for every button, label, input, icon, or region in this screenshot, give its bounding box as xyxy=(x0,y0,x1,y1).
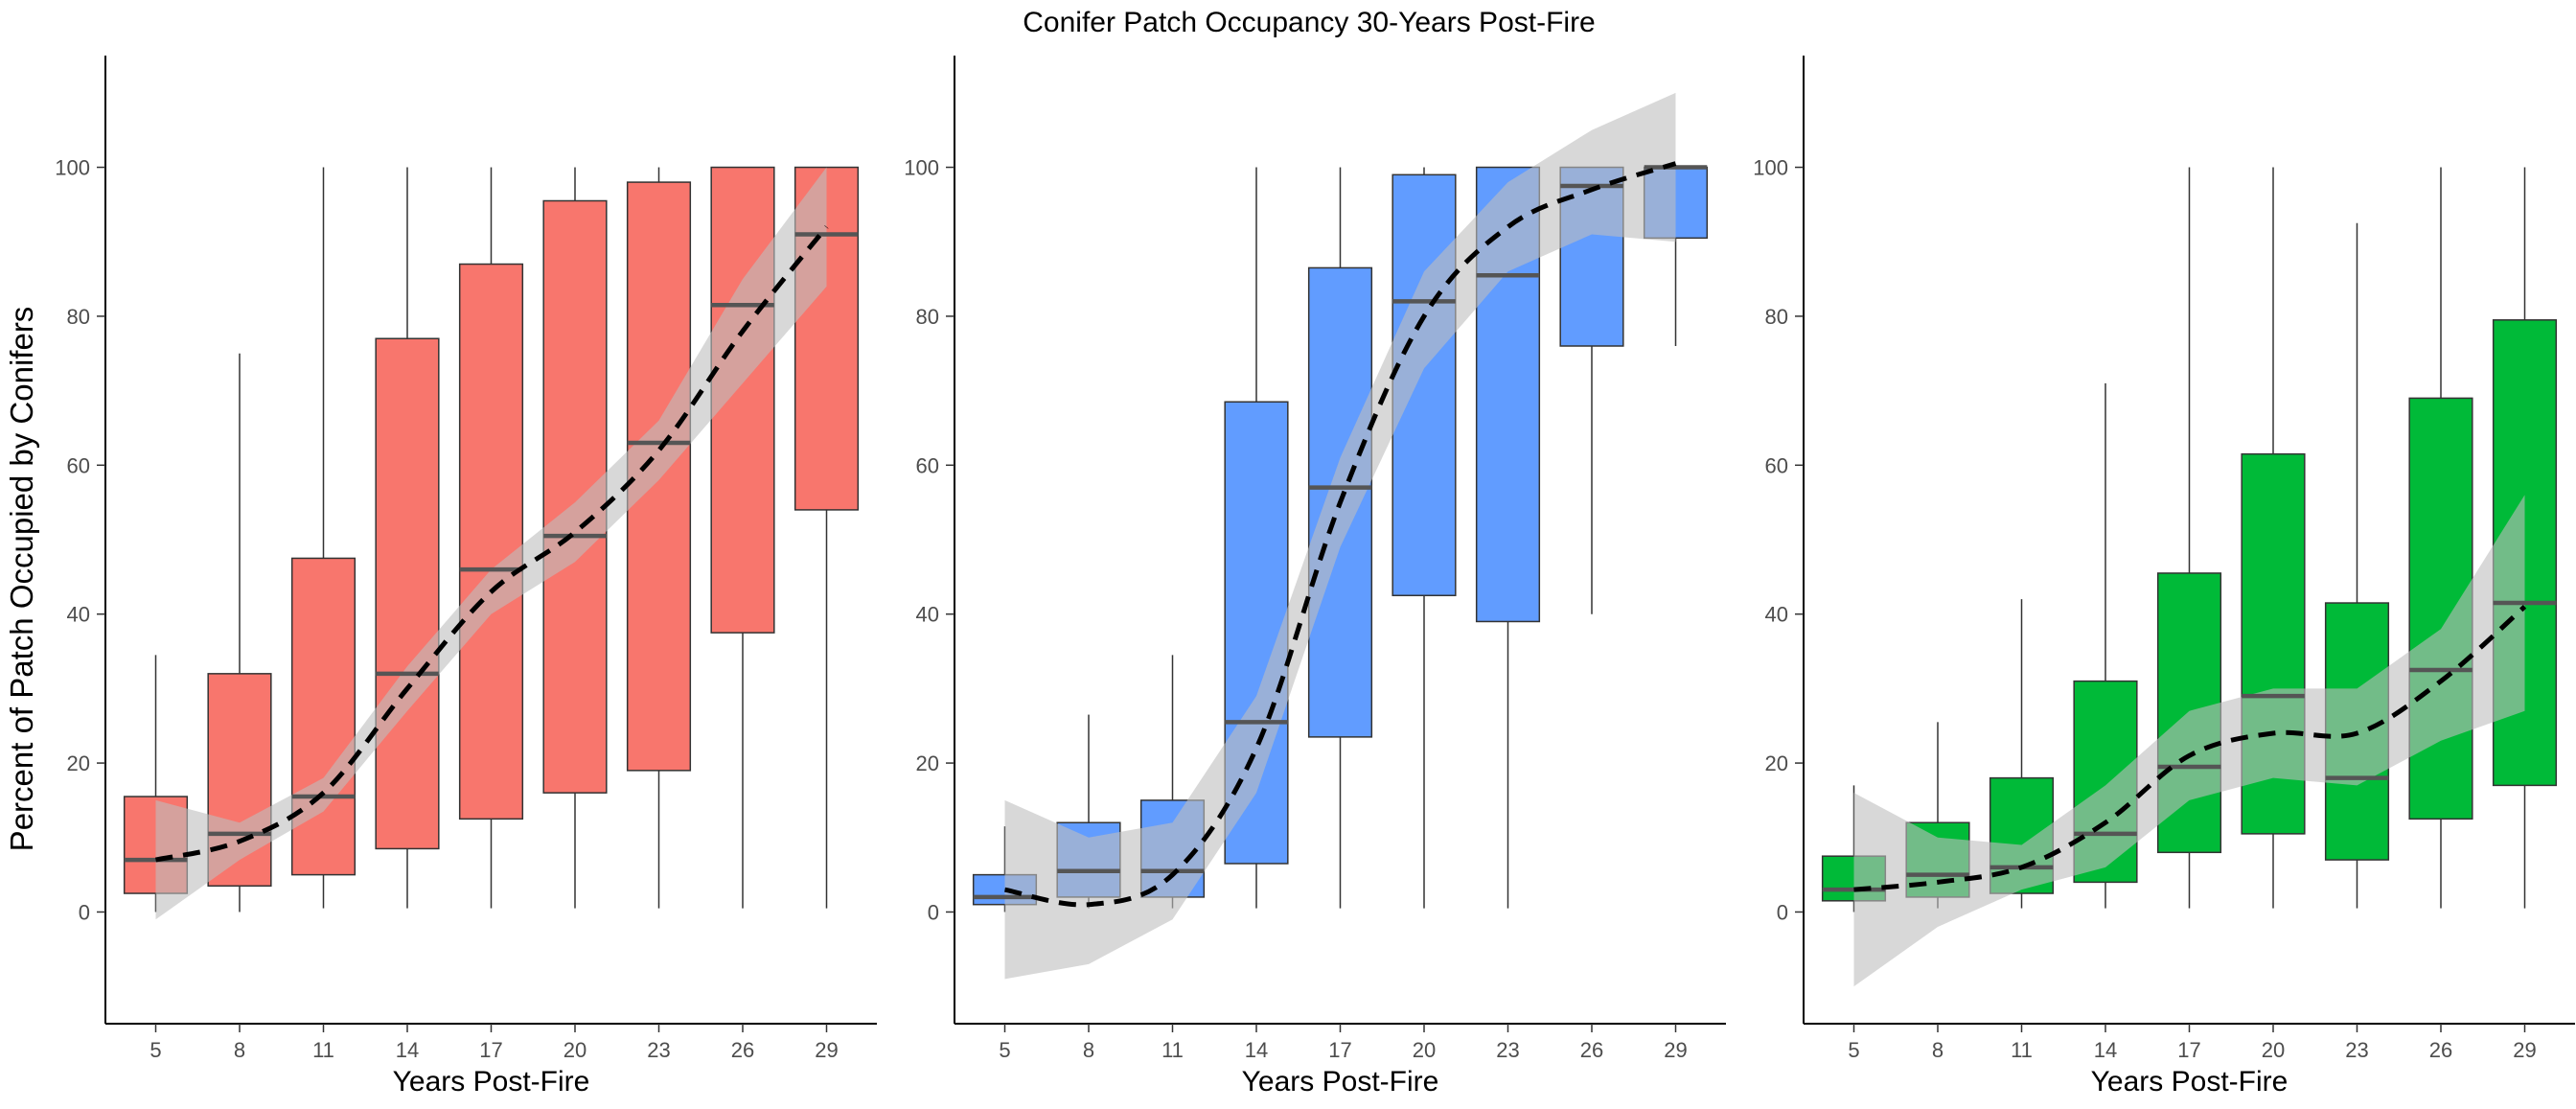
x-tick-label: 11 xyxy=(2011,1038,2033,1062)
x-tick-label: 26 xyxy=(2429,1038,2452,1062)
y-tick-label: 80 xyxy=(1765,305,1788,329)
y-tick-label: 0 xyxy=(79,900,90,924)
x-tick-label: 14 xyxy=(2094,1038,2117,1062)
x-tick-label: 23 xyxy=(1496,1038,1519,1062)
trend-line xyxy=(1004,161,1677,908)
y-tick-label: 60 xyxy=(67,453,90,477)
x-tick-label: 5 xyxy=(150,1038,161,1062)
x-tick-label: 20 xyxy=(564,1038,586,1062)
x-tick-label: 29 xyxy=(2513,1038,2536,1062)
y-tick-label: 100 xyxy=(904,156,939,180)
confidence-band xyxy=(155,167,827,920)
panel-3: 0 20 40 60 80 100 5 8 11 14 17 20 23 26 29 Years Post-F… xyxy=(1753,56,2575,1097)
chart-title: Conifer Patch Occupancy 30-Years Post-Fi… xyxy=(1023,7,1596,38)
x-tick-label: 20 xyxy=(1413,1038,1436,1062)
x-tick-label: 20 xyxy=(2262,1038,2285,1062)
trend-line xyxy=(154,225,829,863)
panel-1: 0 20 40 60 80 100 5 8 11 14 17 20 23 26 29 Years Post-F… xyxy=(55,56,877,1097)
y-tick-label: 60 xyxy=(1765,453,1788,477)
x-axis-label: Years Post-Fire xyxy=(2091,1066,2288,1097)
y-tick-label: 40 xyxy=(916,603,939,627)
x-tick-label: 23 xyxy=(2345,1038,2368,1062)
y-tick-label: 60 xyxy=(916,453,939,477)
y-tick-label: 40 xyxy=(67,603,90,627)
x-tick-label: 23 xyxy=(647,1038,670,1062)
x-tick-label: 8 xyxy=(1083,1038,1094,1062)
y-tick-label: 20 xyxy=(1765,751,1788,775)
y-tick-label: 80 xyxy=(916,305,939,329)
x-axis-label: Years Post-Fire xyxy=(1242,1066,1439,1097)
x-tick-label: 5 xyxy=(1848,1038,1859,1062)
y-tick-label: 100 xyxy=(1753,156,1788,180)
y-tick-label: 0 xyxy=(1777,900,1788,924)
x-tick-label: 29 xyxy=(815,1038,838,1062)
y-tick-label: 0 xyxy=(928,900,939,924)
y-tick-label: 20 xyxy=(67,751,90,775)
x-tick-label: 5 xyxy=(999,1038,1010,1062)
y-tick-label: 20 xyxy=(916,751,939,775)
x-tick-label: 11 xyxy=(1162,1038,1184,1062)
box xyxy=(375,337,440,850)
x-tick-label: 8 xyxy=(1932,1038,1944,1062)
panel-2: 0 20 40 60 80 100 5 8 11 14 17 20 23 26 29 Years Post-F… xyxy=(904,56,1726,1097)
x-tick-label: 26 xyxy=(731,1038,754,1062)
x-axis-label: Years Post-Fire xyxy=(393,1066,590,1097)
x-tick-label: 17 xyxy=(479,1038,502,1062)
box xyxy=(290,557,356,876)
x-tick-label: 26 xyxy=(1580,1038,1603,1062)
x-tick-label: 17 xyxy=(2177,1038,2200,1062)
confidence-band xyxy=(1004,92,1676,980)
x-tick-label: 11 xyxy=(312,1038,334,1062)
x-tick-label: 17 xyxy=(1328,1038,1351,1062)
x-tick-label: 29 xyxy=(1664,1038,1687,1062)
confidence-band xyxy=(1853,495,2525,987)
x-tick-label: 8 xyxy=(234,1038,245,1062)
y-tick-label: 80 xyxy=(67,305,90,329)
y-tick-label: 40 xyxy=(1765,603,1788,627)
x-tick-label: 14 xyxy=(1245,1038,1268,1062)
trend-line xyxy=(1853,605,2527,892)
y-tick-label: 100 xyxy=(55,156,90,180)
x-tick-label: 14 xyxy=(396,1038,419,1062)
y-axis-label: Percent of Patch Occupied by Conifers xyxy=(4,307,39,852)
box xyxy=(458,263,524,820)
